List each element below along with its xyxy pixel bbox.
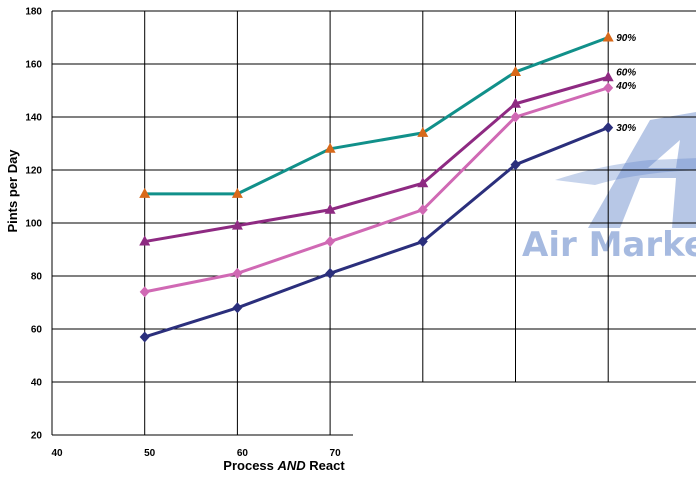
y-tick-label: 60 [31, 325, 43, 336]
series-line [144, 86, 609, 294]
tick-labels: 20 40 60 80 100 120 140 160 180 40 50 60 70 [25, 7, 341, 460]
data-point-diamond [232, 302, 243, 314]
series-2: 60% [139, 67, 636, 246]
series-line [144, 75, 609, 244]
y-tick-label: 180 [25, 7, 42, 18]
x-tick-label: 60 [237, 448, 249, 459]
watermark-text: Air Marke [522, 225, 696, 265]
x-axis-title-part-2: AND [277, 458, 307, 473]
data-point-triangle [510, 65, 521, 76]
data-point-diamond [325, 236, 336, 248]
data-point-diamond [510, 159, 521, 171]
data-point-triangle [602, 71, 614, 82]
data-point-diamond [510, 111, 521, 123]
series-line [144, 36, 609, 196]
data-point-diamond [139, 286, 150, 298]
air-marke-watermark: Air Marke [522, 112, 696, 265]
data-point-triangle [510, 97, 521, 108]
grid [51, 10, 696, 436]
data-point-triangle [139, 187, 151, 198]
x-axis-title: Process AND React [223, 458, 345, 473]
y-tick-label: 140 [25, 113, 42, 124]
data-point-triangle [417, 177, 429, 188]
series-4: 30% [139, 122, 636, 343]
series-label: 40% [615, 81, 636, 92]
data-point-diamond [139, 331, 150, 343]
series-3: 40% [139, 81, 636, 298]
data-point-diamond [417, 204, 428, 216]
data-point-triangle [324, 203, 336, 214]
data-point-diamond [603, 82, 614, 94]
data-point-diamond [603, 122, 614, 134]
data-point-triangle [324, 142, 336, 153]
data-point-triangle [417, 126, 429, 137]
y-axis-title: Pints per Day [5, 149, 20, 233]
data-point-triangle [602, 31, 614, 42]
y-tick-label: 40 [31, 378, 43, 389]
data-point-diamond [325, 267, 336, 279]
data-point-triangle [231, 219, 243, 230]
data-point-diamond [417, 236, 428, 248]
y-tick-label: 100 [25, 219, 42, 230]
y-tick-label: 80 [31, 272, 43, 283]
y-tick-label: 20 [31, 431, 43, 442]
data-point-triangle [139, 235, 151, 246]
series-label: 30% [616, 123, 636, 134]
x-tick-label: 50 [144, 448, 156, 459]
x-tick-label: 70 [330, 448, 342, 459]
watermark-swoosh [555, 158, 696, 185]
y-tick-label: 160 [25, 60, 42, 71]
x-axis-title-part-1: Process [223, 458, 277, 473]
series-line [144, 126, 609, 339]
series-label: 60% [616, 67, 636, 78]
y-tick-label: 120 [25, 166, 42, 177]
data-point-diamond [232, 267, 243, 279]
x-tick-label: 40 [51, 448, 63, 459]
data-point-triangle [231, 187, 243, 198]
series-label: 90% [616, 33, 636, 44]
series-layer: 90% 60% 40% 30% [139, 31, 636, 343]
x-axis-title-part-3: React [306, 458, 346, 473]
series-1: 90% [139, 31, 636, 198]
